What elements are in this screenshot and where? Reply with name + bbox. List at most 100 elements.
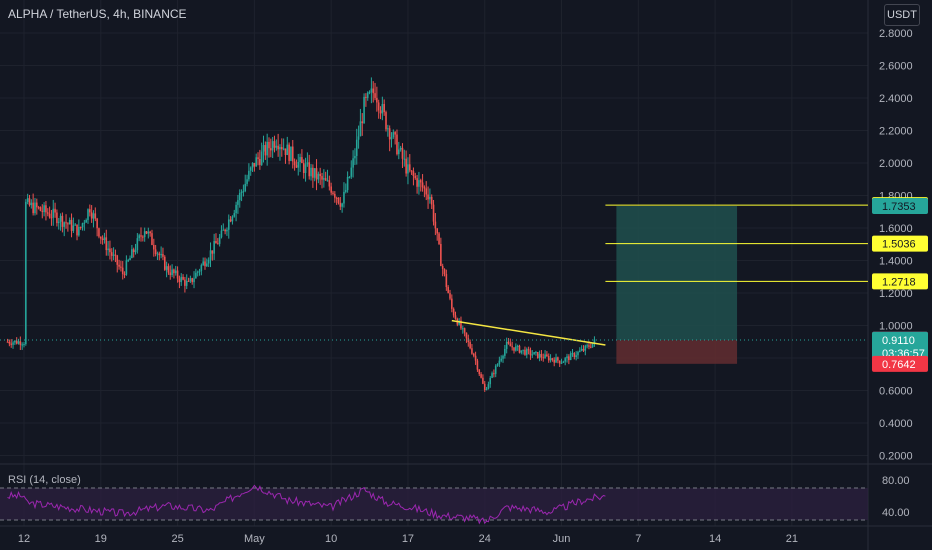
candle-body bbox=[87, 209, 89, 220]
candle-body bbox=[244, 183, 247, 192]
candle-body bbox=[399, 147, 402, 150]
candle-body bbox=[326, 180, 329, 182]
candle-body bbox=[63, 222, 66, 227]
candle-body bbox=[334, 193, 336, 198]
candle-body bbox=[167, 266, 170, 273]
rsi-label: RSI (14, close) bbox=[8, 474, 81, 486]
candle-body bbox=[577, 351, 579, 356]
x-tick-label: Jun bbox=[553, 533, 571, 545]
candle-body bbox=[507, 341, 510, 344]
candle-body bbox=[35, 202, 38, 208]
candle-body bbox=[330, 186, 332, 193]
candle-body bbox=[493, 373, 495, 375]
candle-body bbox=[376, 97, 378, 103]
candle-body bbox=[136, 238, 139, 251]
candle-body bbox=[346, 177, 349, 191]
candle-body bbox=[513, 347, 515, 351]
candle-body bbox=[489, 377, 492, 385]
candle-body bbox=[458, 320, 460, 325]
y-tick-label: 0.4000 bbox=[879, 418, 913, 430]
candle-body bbox=[553, 359, 556, 363]
price-label-text: 1.2718 bbox=[882, 276, 916, 288]
candle-body bbox=[355, 139, 358, 156]
candle-body bbox=[341, 203, 343, 207]
candle-body bbox=[257, 157, 259, 159]
price-label-box bbox=[872, 331, 928, 360]
candle-body bbox=[277, 145, 279, 150]
candle-body bbox=[381, 103, 384, 114]
candle-body bbox=[127, 260, 130, 262]
candle-body bbox=[584, 345, 587, 351]
candle-body bbox=[120, 266, 122, 268]
candle-body bbox=[337, 197, 340, 203]
candle-body bbox=[396, 134, 398, 155]
candle-body bbox=[101, 238, 104, 240]
candle-body bbox=[549, 358, 552, 361]
candle-body bbox=[78, 227, 80, 236]
candle-body bbox=[76, 224, 78, 236]
candle-body bbox=[196, 271, 199, 273]
candle-body bbox=[213, 240, 215, 254]
candle-body bbox=[474, 355, 477, 361]
candle-body bbox=[379, 110, 382, 114]
candle-body bbox=[222, 229, 225, 231]
candle-body bbox=[558, 360, 561, 364]
candle-body bbox=[17, 341, 20, 344]
candle-body bbox=[61, 215, 64, 227]
candle-body bbox=[344, 190, 347, 192]
candle-body bbox=[156, 253, 159, 255]
candle-body bbox=[323, 178, 325, 180]
price-label-box bbox=[872, 355, 928, 372]
candle-body bbox=[112, 254, 115, 256]
candle-body bbox=[465, 332, 468, 339]
candle-body bbox=[412, 171, 415, 176]
candle-body bbox=[408, 164, 411, 171]
x-tick-label: 14 bbox=[709, 533, 721, 545]
y-tick-label: 2.2000 bbox=[879, 126, 913, 138]
candle-body bbox=[485, 389, 488, 391]
price-label-box bbox=[872, 235, 928, 252]
candle-body bbox=[68, 219, 71, 225]
candle-body bbox=[134, 250, 137, 253]
candle-body bbox=[10, 343, 13, 345]
candle-body bbox=[527, 349, 530, 351]
candle-body bbox=[207, 259, 210, 264]
candle-body bbox=[131, 249, 133, 259]
candle-body bbox=[480, 374, 482, 378]
candle-body bbox=[544, 354, 546, 359]
currency-unit-label[interactable]: USDT bbox=[884, 4, 920, 26]
x-tick-label: 19 bbox=[95, 533, 107, 545]
candle-body bbox=[372, 88, 375, 94]
y-tick-label: 1.4000 bbox=[879, 256, 913, 268]
candle-body bbox=[462, 328, 464, 330]
candle-body bbox=[288, 144, 290, 161]
candle-body bbox=[151, 233, 153, 245]
candle-body bbox=[438, 233, 440, 245]
candle-body bbox=[494, 365, 497, 374]
y-tick-label: 2.4000 bbox=[879, 93, 913, 105]
chart-title: ALPHA / TetherUS, 4h, BINANCE bbox=[8, 7, 187, 21]
candle-body bbox=[580, 348, 583, 351]
candle-body bbox=[551, 358, 554, 360]
candle-body bbox=[248, 170, 250, 180]
candle-body bbox=[116, 255, 119, 265]
candle-body bbox=[377, 102, 380, 111]
candle-body bbox=[28, 198, 31, 206]
candle-body bbox=[505, 341, 508, 349]
candle-body bbox=[504, 348, 506, 356]
candle-body bbox=[542, 357, 545, 359]
candle-body bbox=[266, 141, 268, 156]
candle-body bbox=[524, 349, 526, 355]
candle-body bbox=[498, 360, 501, 365]
candle-body bbox=[518, 345, 521, 353]
candle-body bbox=[37, 207, 40, 209]
candle-body bbox=[176, 270, 179, 279]
candle-body bbox=[268, 141, 270, 149]
candle-body bbox=[123, 274, 126, 276]
candle-body bbox=[452, 308, 455, 316]
candle-body bbox=[94, 213, 97, 219]
rsi-line bbox=[7, 484, 606, 525]
candle-body bbox=[32, 202, 34, 214]
price-label-box bbox=[872, 198, 928, 215]
